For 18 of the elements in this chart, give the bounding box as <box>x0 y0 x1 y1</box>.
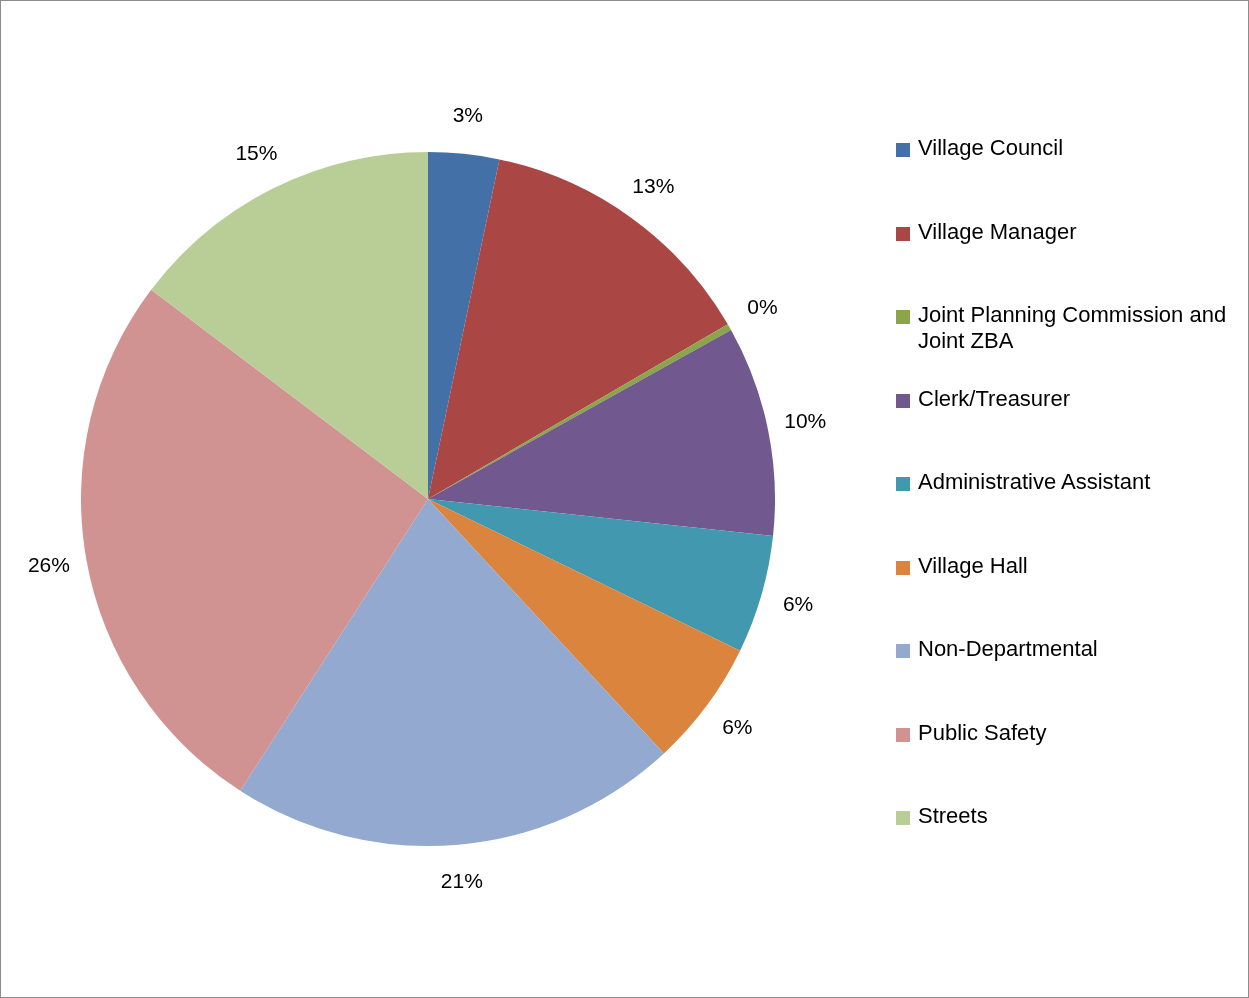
data-label: 10% <box>784 408 827 432</box>
data-label: 6% <box>722 715 753 739</box>
data-label: 15% <box>235 141 278 165</box>
legend-label: Village Council <box>918 135 1064 161</box>
legend-label: Streets <box>918 803 988 829</box>
legend-label: Non-Departmental <box>918 636 1098 662</box>
data-label: 3% <box>452 102 484 126</box>
data-label: 26% <box>27 553 70 577</box>
legend-label: Administrative Assistant <box>918 469 1151 495</box>
legend-label: Public Safety <box>918 719 1047 746</box>
legend-label: Village Hall <box>918 552 1028 579</box>
legend-label: Joint Planning Commission and Joint ZBA <box>918 302 1228 354</box>
legend-label: Village Manager <box>918 218 1077 245</box>
data-label: 21% <box>440 869 483 893</box>
data-label: 13% <box>632 173 675 197</box>
data-label: 0% <box>747 295 778 319</box>
legend-label: Clerk/Treasurer <box>918 385 1070 412</box>
data-label: 6% <box>782 592 814 616</box>
